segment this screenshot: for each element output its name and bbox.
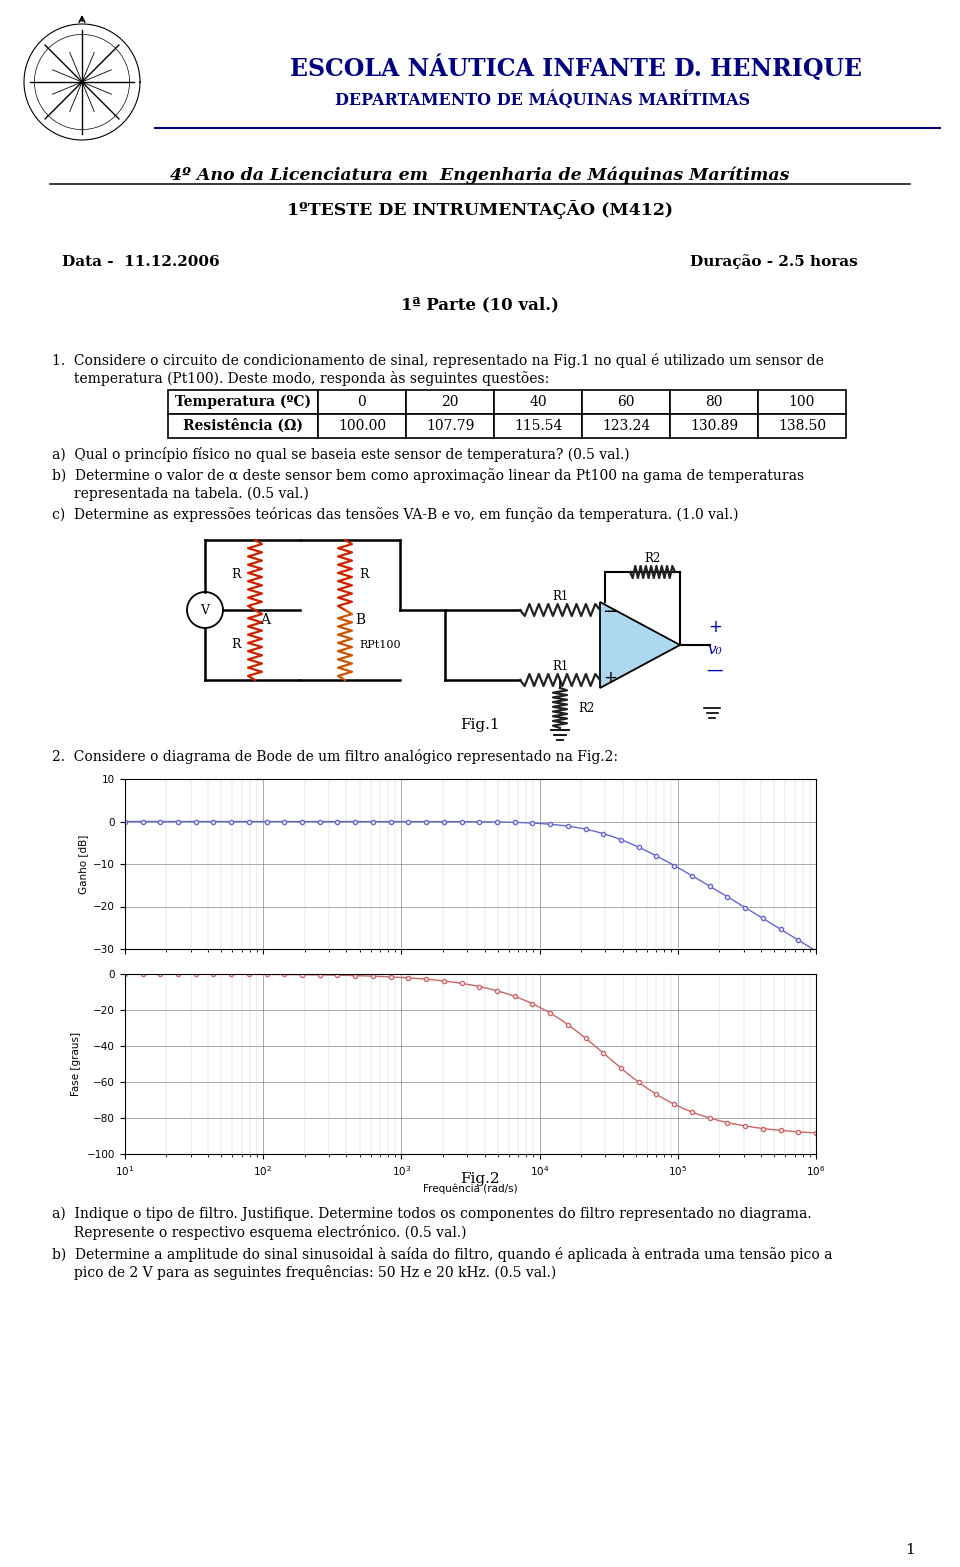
Bar <box>318 414 406 439</box>
Polygon shape <box>600 602 680 688</box>
Text: Duração - 2.5 horas: Duração - 2.5 horas <box>690 254 857 270</box>
Text: R1: R1 <box>552 660 568 672</box>
Bar <box>758 390 846 414</box>
Bar <box>318 390 406 414</box>
Bar <box>670 390 758 414</box>
Text: Data -  11.12.2006: Data - 11.12.2006 <box>62 255 220 270</box>
Text: a)  Indique o tipo de filtro. Justifique. Determine todos os componentes do filt: a) Indique o tipo de filtro. Justifique.… <box>52 1207 811 1221</box>
Text: 2.  Considere o diagrama de Bode de um filtro analógico representado na Fig.2:: 2. Considere o diagrama de Bode de um fi… <box>52 749 618 765</box>
Y-axis label: Ganho [dB]: Ganho [dB] <box>78 834 87 893</box>
Text: 80: 80 <box>706 395 723 409</box>
Bar <box>168 414 318 439</box>
Text: pico de 2 V para as seguintes frequências: 50 Hz e 20 kHz. (0.5 val.): pico de 2 V para as seguintes frequência… <box>52 1265 556 1280</box>
Text: 0: 0 <box>358 395 367 409</box>
Text: representada na tabela. (0.5 val.): representada na tabela. (0.5 val.) <box>52 487 309 501</box>
Text: −: − <box>603 603 617 621</box>
Circle shape <box>187 592 223 628</box>
Text: c)  Determine as expressões teóricas das tensões VA-B e vo, em função da tempera: c) Determine as expressões teóricas das … <box>52 506 738 522</box>
Text: temperatura (Pt100). Deste modo, responda às seguintes questões:: temperatura (Pt100). Deste modo, respond… <box>52 370 549 385</box>
Text: —: — <box>707 661 723 679</box>
Bar <box>582 414 670 439</box>
Y-axis label: Fase [graus]: Fase [graus] <box>71 1033 82 1095</box>
Text: v₀: v₀ <box>708 642 722 657</box>
Text: Fig.2: Fig.2 <box>460 1172 500 1186</box>
Text: 4º Ano da Licenciatura em  Engenharia de Máquinas Marítimas: 4º Ano da Licenciatura em Engenharia de … <box>170 166 790 183</box>
Text: a)  Qual o princípio físico no qual se baseia este sensor de temperatura? (0.5 v: a) Qual o princípio físico no qual se ba… <box>52 447 630 462</box>
Text: 115.54: 115.54 <box>514 418 563 432</box>
Bar <box>670 414 758 439</box>
Text: R: R <box>231 638 241 652</box>
Text: R: R <box>231 569 241 581</box>
Text: 60: 60 <box>617 395 635 409</box>
Bar <box>494 414 582 439</box>
Text: A: A <box>260 613 270 627</box>
Bar <box>494 390 582 414</box>
Bar <box>406 414 494 439</box>
Text: 123.24: 123.24 <box>602 418 650 432</box>
Text: +: + <box>708 617 722 636</box>
Text: 20: 20 <box>442 395 459 409</box>
Text: ESCOLA NÁUTICA INFANTE D. HENRIQUE: ESCOLA NÁUTICA INFANTE D. HENRIQUE <box>290 55 862 81</box>
Text: V: V <box>201 603 209 616</box>
Text: 130.89: 130.89 <box>690 418 738 432</box>
Text: 1.  Considere o circuito de condicionamento de sinal, representado na Fig.1 no q: 1. Considere o circuito de condicionamen… <box>52 353 824 368</box>
Text: 1ª Parte (10 val.): 1ª Parte (10 val.) <box>401 296 559 313</box>
Bar <box>406 390 494 414</box>
Text: R2: R2 <box>644 552 660 564</box>
Text: R2: R2 <box>578 702 594 715</box>
X-axis label: Frequência (rad/s): Frequência (rad/s) <box>423 1183 517 1194</box>
Text: 100.00: 100.00 <box>338 418 386 432</box>
Text: Fig.1: Fig.1 <box>460 718 500 732</box>
Text: DEPARTAMENTO DE MÁQUINAS MARÍTIMAS: DEPARTAMENTO DE MÁQUINAS MARÍTIMAS <box>335 91 750 110</box>
Text: +: + <box>603 669 617 686</box>
Text: R: R <box>359 569 369 581</box>
Text: 40: 40 <box>529 395 547 409</box>
Text: R1: R1 <box>552 589 568 602</box>
Bar <box>758 414 846 439</box>
Text: b)  Determine a amplitude do sinal sinusoidal à saída do filtro, quando é aplica: b) Determine a amplitude do sinal sinuso… <box>52 1246 832 1261</box>
Text: 1ºTESTE DE INTRUMENTAÇÃO (M412): 1ºTESTE DE INTRUMENTAÇÃO (M412) <box>287 201 673 219</box>
Text: 107.79: 107.79 <box>426 418 474 432</box>
Text: Represente o respectivo esquema electrónico. (0.5 val.): Represente o respectivo esquema electrón… <box>52 1224 467 1239</box>
Text: B: B <box>355 613 365 627</box>
Text: 100: 100 <box>789 395 815 409</box>
Text: b)  Determine o valor de α deste sensor bem como aproximação linear da Pt100 na : b) Determine o valor de α deste sensor b… <box>52 469 804 484</box>
Text: 138.50: 138.50 <box>778 418 826 432</box>
Text: 1: 1 <box>905 1543 915 1558</box>
Text: RPt100: RPt100 <box>359 639 400 650</box>
Bar <box>168 390 318 414</box>
Text: Temperatura (ºC): Temperatura (ºC) <box>175 395 311 409</box>
Bar <box>582 390 670 414</box>
Text: Resistência (Ω): Resistência (Ω) <box>183 418 303 432</box>
